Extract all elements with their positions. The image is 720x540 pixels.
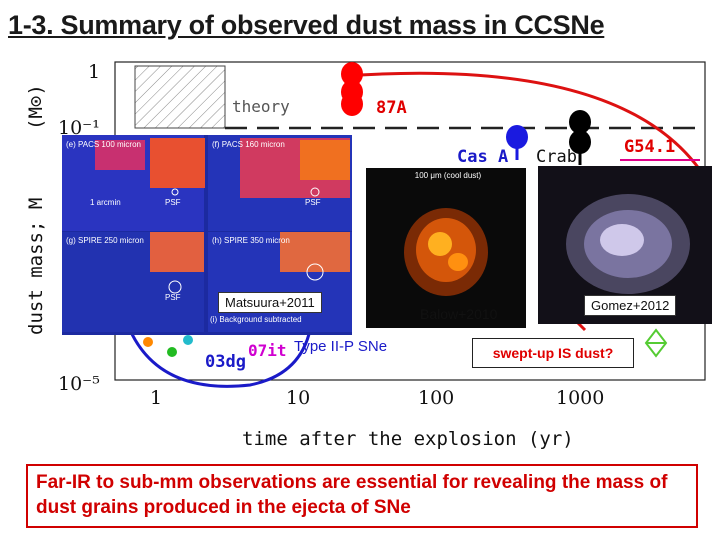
sn87a-points bbox=[341, 62, 363, 116]
gomez-caption: Gomez+2012 bbox=[584, 295, 677, 316]
svg-text:1 arcmin: 1 arcmin bbox=[90, 198, 121, 207]
x-tick: 1 bbox=[150, 387, 162, 409]
balow-caption: Balow+2010 bbox=[420, 306, 498, 322]
type-ii-point bbox=[183, 335, 193, 345]
svg-text:(e) PACS 100 micron: (e) PACS 100 micron bbox=[66, 140, 141, 149]
g54-label: G54.1 bbox=[624, 137, 675, 157]
svg-text:(f) PACS 160 micron: (f) PACS 160 micron bbox=[212, 140, 285, 149]
swept-up-label: swept-up IS dust? bbox=[472, 338, 634, 368]
theory-box bbox=[134, 65, 226, 129]
y-tick: 10⁻⁵ bbox=[58, 373, 100, 395]
slide-title: 1-3. Summary of observed dust mass in CC… bbox=[8, 10, 605, 40]
x-tick: 1000 bbox=[556, 387, 604, 409]
y-tick: 10⁻¹ bbox=[58, 117, 100, 139]
svg-text:(g) SPIRE 250 micron: (g) SPIRE 250 micron bbox=[66, 236, 144, 245]
sn87a-point bbox=[341, 62, 363, 86]
sn07it-label: 07it bbox=[248, 341, 287, 360]
svg-text:(h) SPIRE 350 micron: (h) SPIRE 350 micron bbox=[212, 236, 290, 245]
cas-a-point bbox=[506, 125, 528, 149]
cas-a-label: Cas A bbox=[457, 147, 508, 167]
y-axis-unit: (M⊙) bbox=[25, 84, 47, 130]
crab-point bbox=[569, 130, 591, 154]
crab-label: Crab bbox=[536, 147, 577, 167]
green-diamond-marker bbox=[644, 328, 668, 358]
type-iip-label: Type II-P SNe bbox=[294, 338, 388, 355]
svg-text:PSF: PSF bbox=[165, 198, 181, 207]
sn87a-point bbox=[341, 92, 363, 116]
casa-inset: 100 μm (cool dust) bbox=[366, 168, 526, 328]
swept-up-arc bbox=[359, 71, 702, 171]
theory-label: theory bbox=[232, 97, 290, 116]
type-ii-circle bbox=[128, 329, 312, 388]
svg-text:PSF: PSF bbox=[165, 293, 181, 302]
type-ii-point bbox=[143, 337, 153, 347]
svg-text:PSF: PSF bbox=[305, 198, 321, 207]
x-tick: 100 bbox=[418, 387, 454, 409]
sn03dg-label: 03dg bbox=[205, 352, 246, 372]
pacs-inset: (e) PACS 100 micron (f) PACS 160 micron … bbox=[62, 135, 352, 335]
conclusion-box: Far-IR to sub-mm observations are essent… bbox=[26, 464, 698, 528]
matsuura-caption: Matsuura+2011 bbox=[218, 292, 322, 313]
svg-text:100 μm (cool dust): 100 μm (cool dust) bbox=[415, 171, 482, 180]
sn87a-label: 87A bbox=[376, 98, 407, 118]
y-axis-label: dust mass; M bbox=[25, 198, 47, 335]
x-axis-label: time after the explosion (yr) bbox=[242, 428, 574, 450]
y-tick: 1 bbox=[88, 61, 100, 83]
type-ii-point bbox=[167, 347, 177, 357]
crab-point bbox=[569, 110, 591, 134]
svg-text:(i) Background subtracted: (i) Background subtracted bbox=[210, 315, 302, 324]
x-tick: 10 bbox=[286, 387, 310, 409]
